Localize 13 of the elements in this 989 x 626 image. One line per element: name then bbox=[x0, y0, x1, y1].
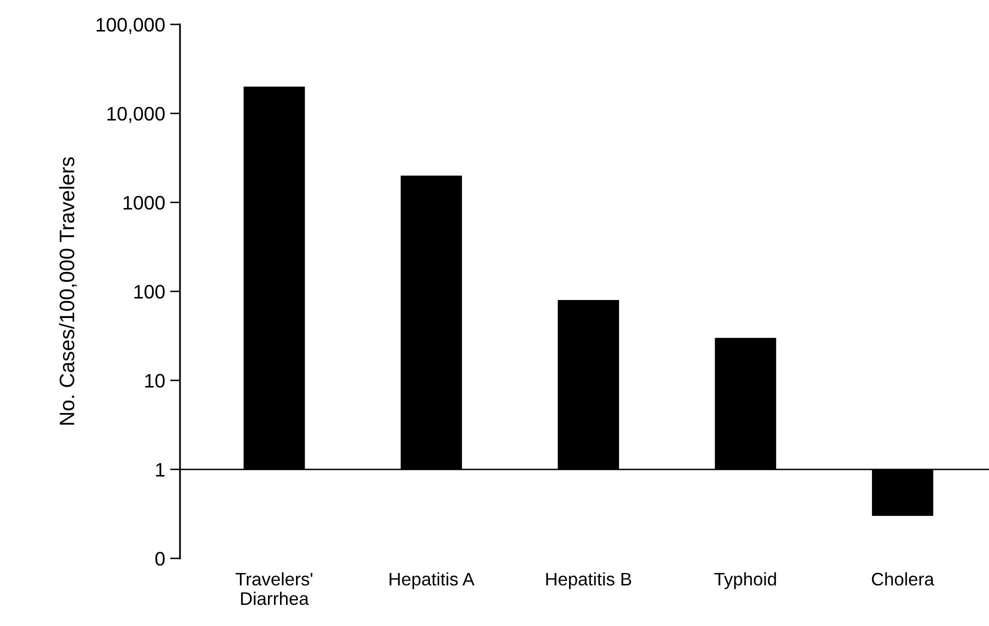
y-tick-label: 100 bbox=[134, 284, 165, 299]
y-tick-label: 10,000 bbox=[107, 106, 165, 123]
x-tick-label: Hepatitis A bbox=[390, 572, 474, 590]
y-tick-label: 1000 bbox=[124, 196, 165, 210]
x-tick-label: Travelers' Diarrhea bbox=[236, 572, 312, 605]
y-tick-label: 10 bbox=[145, 374, 165, 388]
y-tick-label: 100,000 bbox=[96, 18, 165, 34]
x-tick-label: Cholera bbox=[872, 572, 934, 586]
y-tick-label: 1 bbox=[156, 463, 164, 476]
x-tick-label: Hepatitis B bbox=[546, 572, 632, 590]
x-tick-label: Typhoid bbox=[714, 572, 776, 590]
y-tick-label: 0 bbox=[155, 552, 165, 566]
y-axis-title: No. Cases/100,000 Travelers bbox=[59, 157, 77, 425]
